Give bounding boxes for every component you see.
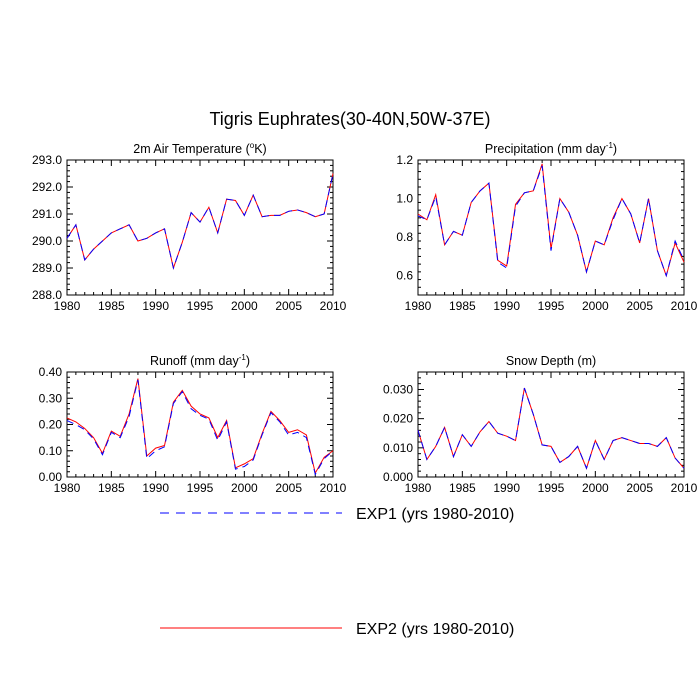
series-line-exp2: [417, 163, 685, 278]
panel-title-text: Runoff (mm day: [150, 354, 239, 368]
y-tick-label: 289.0: [32, 261, 62, 275]
plot-frame: [66, 371, 334, 478]
y-tick-label: 0.020: [383, 412, 413, 426]
y-tick-label: 1.2: [396, 153, 413, 167]
panel-title: Snow Depth (m): [506, 354, 596, 368]
x-tick-label: 1995: [538, 299, 565, 313]
y-tick-label: 291.0: [32, 207, 62, 221]
series-line-exp1: [417, 165, 685, 278]
y-tick-label: 0.010: [383, 441, 413, 455]
x-tick-label: 2010: [671, 481, 698, 495]
legend: EXP1 (yrs 1980-2010) EXP2 (yrs 1980-2010…: [160, 506, 514, 638]
y-tick-label: 288.0: [32, 288, 62, 302]
x-tick-label: 1995: [538, 481, 565, 495]
x-tick-label: 2000: [231, 299, 258, 313]
panel-title-tail: K): [254, 142, 267, 156]
y-tick-label: 0.8: [396, 230, 413, 244]
panel-precipitation: Precipitation (mm day-1) 1980 1985 1990 1995…: [396, 141, 697, 313]
y-tick-label: 0.00: [39, 470, 63, 484]
x-tick-label: 1985: [98, 481, 125, 495]
panel-air-temperature: 2m Air Temperature (oK) 1980 1985 1990 1995 2…: [32, 141, 347, 313]
y-tick-label: 290.0: [32, 234, 62, 248]
panel-title-superscript: -1: [239, 353, 247, 362]
panel-title: Runoff (mm day-1): [150, 353, 250, 368]
x-tick-label: 1980: [54, 481, 81, 495]
series-line-exp1: [417, 387, 685, 470]
series-line-exp2: [66, 378, 334, 475]
x-tick-label: 2010: [320, 299, 347, 313]
x-tick-label: 1980: [54, 299, 81, 313]
x-tick-label: 2005: [275, 481, 302, 495]
plot-frame: [417, 371, 685, 478]
panel-snow-depth: Snow Depth (m) 1980 1985 1990 1995 2000 2005 20…: [383, 354, 698, 495]
series-line-exp1: [66, 379, 334, 476]
panel-title: 2m Air Temperature (oK): [133, 141, 266, 156]
x-tick-label: 1995: [187, 299, 214, 313]
panel-title-tail: ): [246, 354, 250, 368]
y-tick-label: 292.0: [32, 180, 62, 194]
legend-label-exp2: EXP2 (yrs 1980-2010): [356, 621, 514, 638]
x-tick-label: 2000: [582, 299, 609, 313]
x-tick-label: 1985: [449, 299, 476, 313]
y-tick-label: 1.0: [396, 192, 413, 206]
x-tick-label: 2005: [626, 481, 653, 495]
y-tick-label: 0.030: [383, 383, 413, 397]
x-tick-label: 1990: [493, 481, 520, 495]
panel-title-superscript: o: [250, 141, 255, 150]
panel-runoff: Runoff (mm day-1) 1980 1985 1990 1995 2000 200…: [39, 353, 347, 495]
x-tick-label: 1995: [187, 481, 214, 495]
x-tick-label: 1985: [449, 481, 476, 495]
x-tick-label: 1980: [405, 481, 432, 495]
panel-title-text: 2m Air Temperature (: [133, 142, 250, 156]
y-tick-label: 0.10: [39, 444, 63, 458]
y-tick-label: 0.000: [383, 470, 413, 484]
y-tick-label: 0.20: [39, 418, 63, 432]
x-tick-label: 2000: [231, 481, 258, 495]
x-tick-label: 2005: [275, 299, 302, 313]
series-line-exp1: [66, 173, 334, 270]
y-tick-label: 0.30: [39, 391, 63, 405]
y-tick-label: 293.0: [32, 153, 62, 167]
legend-label-exp1: EXP1 (yrs 1980-2010): [356, 506, 514, 523]
panel-title: Precipitation (mm day-1): [485, 141, 617, 156]
panel-title-text: Precipitation (mm day: [485, 142, 607, 156]
panel-title-text: Snow Depth (m): [506, 354, 596, 368]
x-tick-label: 1990: [142, 299, 169, 313]
x-tick-label: 1990: [142, 481, 169, 495]
plot-frame: [417, 159, 685, 296]
panels: 2m Air Temperature (oK) 1980 1985 1990 1995 2…: [32, 141, 698, 495]
x-tick-label: 2010: [671, 299, 698, 313]
panel-title-tail: ): [613, 142, 617, 156]
y-tick-label: 0.40: [39, 365, 63, 379]
x-tick-label: 1985: [98, 299, 125, 313]
series-line-exp2: [66, 173, 334, 270]
y-tick-label: 0.6: [396, 269, 413, 283]
x-tick-label: 1990: [493, 299, 520, 313]
x-tick-label: 2000: [582, 481, 609, 495]
x-tick-label: 1980: [405, 299, 432, 313]
x-tick-label: 2005: [626, 299, 653, 313]
x-tick-label: 2010: [320, 481, 347, 495]
panel-title-superscript: -1: [606, 141, 614, 150]
series-line-exp2: [417, 387, 685, 470]
figure-title: Tigris Euphrates(30-40N,50W-37E): [209, 109, 490, 129]
plot-frame: [66, 159, 334, 296]
